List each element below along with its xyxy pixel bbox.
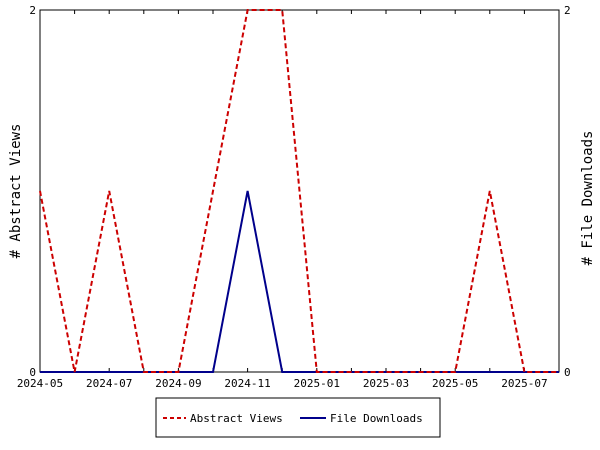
x-tick-label: 2024-05 bbox=[17, 377, 63, 390]
x-tick-label: 2024-07 bbox=[86, 377, 132, 390]
y-tick-right-bottom: 0 bbox=[564, 366, 571, 379]
x-tick-label: 2025-05 bbox=[432, 377, 478, 390]
series-line-abstract-views bbox=[39, 9, 559, 373]
legend: Abstract Views File Downloads bbox=[155, 397, 441, 438]
legend-label-file-downloads: File Downloads bbox=[330, 412, 423, 425]
legend-label-abstract-views: Abstract Views bbox=[190, 412, 283, 425]
x-tick-label: 2025-01 bbox=[294, 377, 340, 390]
y-axis-title-left: # Abstract Views bbox=[8, 124, 24, 259]
y-tick-left-bottom: 0 bbox=[29, 366, 36, 379]
y-tick-right-top: 2 bbox=[564, 4, 571, 17]
y-axis-title-right: # File Downloads bbox=[580, 131, 596, 266]
series-line-file-downloads bbox=[40, 190, 559, 373]
x-tick-label: 2025-07 bbox=[501, 377, 547, 390]
x-tick-label: 2024-09 bbox=[155, 377, 201, 390]
x-tick-label: 2025-03 bbox=[363, 377, 409, 390]
y-tick-left-top: 2 bbox=[29, 4, 36, 17]
x-tick-label: 2024-11 bbox=[224, 377, 270, 390]
legend-box bbox=[155, 397, 441, 438]
series-layer bbox=[39, 9, 559, 373]
